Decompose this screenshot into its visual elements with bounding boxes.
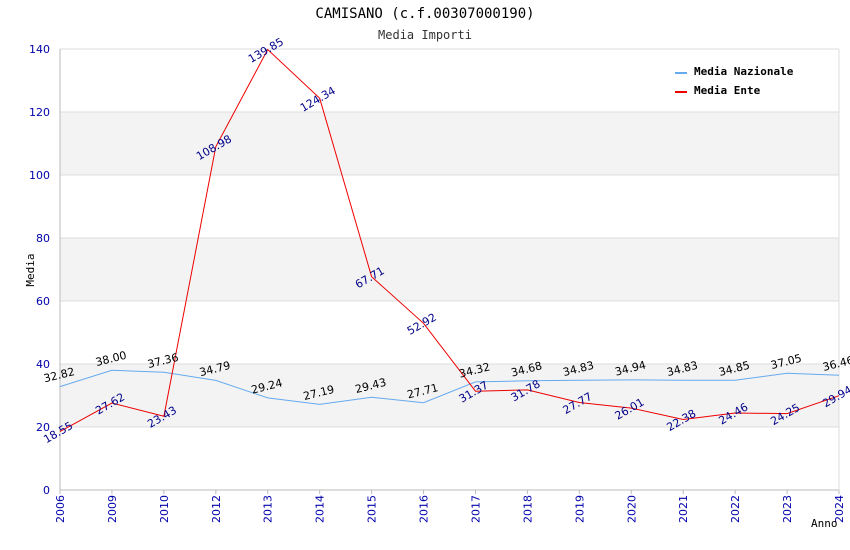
x-tick-label: 2016 [418, 495, 431, 523]
x-tick-label: 2013 [262, 495, 275, 523]
x-tick-label: 2017 [469, 495, 482, 523]
y-tick-label: 140 [29, 43, 50, 56]
axes [59, 49, 840, 491]
y-tick-label: 60 [36, 295, 50, 308]
x-tick-label: 2022 [729, 495, 742, 523]
y-tick-label: 20 [36, 421, 50, 434]
grid-band [60, 112, 839, 175]
legend-label-ente: Media Ente [694, 84, 761, 97]
y-tick-label: 40 [36, 358, 50, 371]
x-tick-label: 2015 [366, 495, 379, 523]
chart-subtitle: Media Importi [378, 28, 472, 42]
x-tick-label: 2014 [314, 495, 327, 523]
x-tick-label: 2021 [677, 495, 690, 523]
grid-lines [60, 48, 839, 428]
data-label-ente: 52.92 [405, 311, 439, 338]
y-axis-label: Media [24, 253, 37, 286]
x-tick-label: 2012 [210, 495, 223, 523]
y-tick-label: 120 [29, 106, 50, 119]
series-lines [59, 48, 840, 433]
x-axis-label: Anno [811, 517, 838, 530]
legend: Media Nazionale Media Ente [675, 65, 794, 97]
y-tick-label: 0 [43, 484, 50, 497]
chart-title: CAMISANO (c.f.00307000190) [315, 6, 534, 22]
x-tick-label: 2023 [781, 495, 794, 523]
x-tick-label: 2024 [833, 495, 846, 523]
data-label-ente: 124.34 [298, 84, 338, 115]
x-tick-label: 2019 [573, 495, 586, 523]
x-tick-label: 2006 [54, 495, 67, 523]
series-line-ente [59, 48, 840, 433]
series-line-nazionale [59, 369, 840, 405]
legend-label-nazionale: Media Nazionale [694, 65, 794, 78]
grid-band [60, 238, 839, 301]
y-axis-ticks: 0 20 40 60 80 100 120 140 [29, 43, 50, 497]
grid-bands [60, 112, 839, 427]
x-tick-label: 2009 [106, 495, 119, 523]
x-axis-ticks: 2006 2009 2010 2012 2013 2014 2015 2016 2017 2018… [54, 490, 846, 523]
data-label-nazionale: 36.46 [821, 354, 850, 374]
y-tick-label: 100 [29, 169, 50, 182]
x-tick-label: 2020 [625, 495, 638, 523]
y-tick-label: 80 [36, 232, 50, 245]
x-tick-label: 2018 [521, 495, 534, 523]
x-tick-label: 2010 [158, 495, 171, 523]
